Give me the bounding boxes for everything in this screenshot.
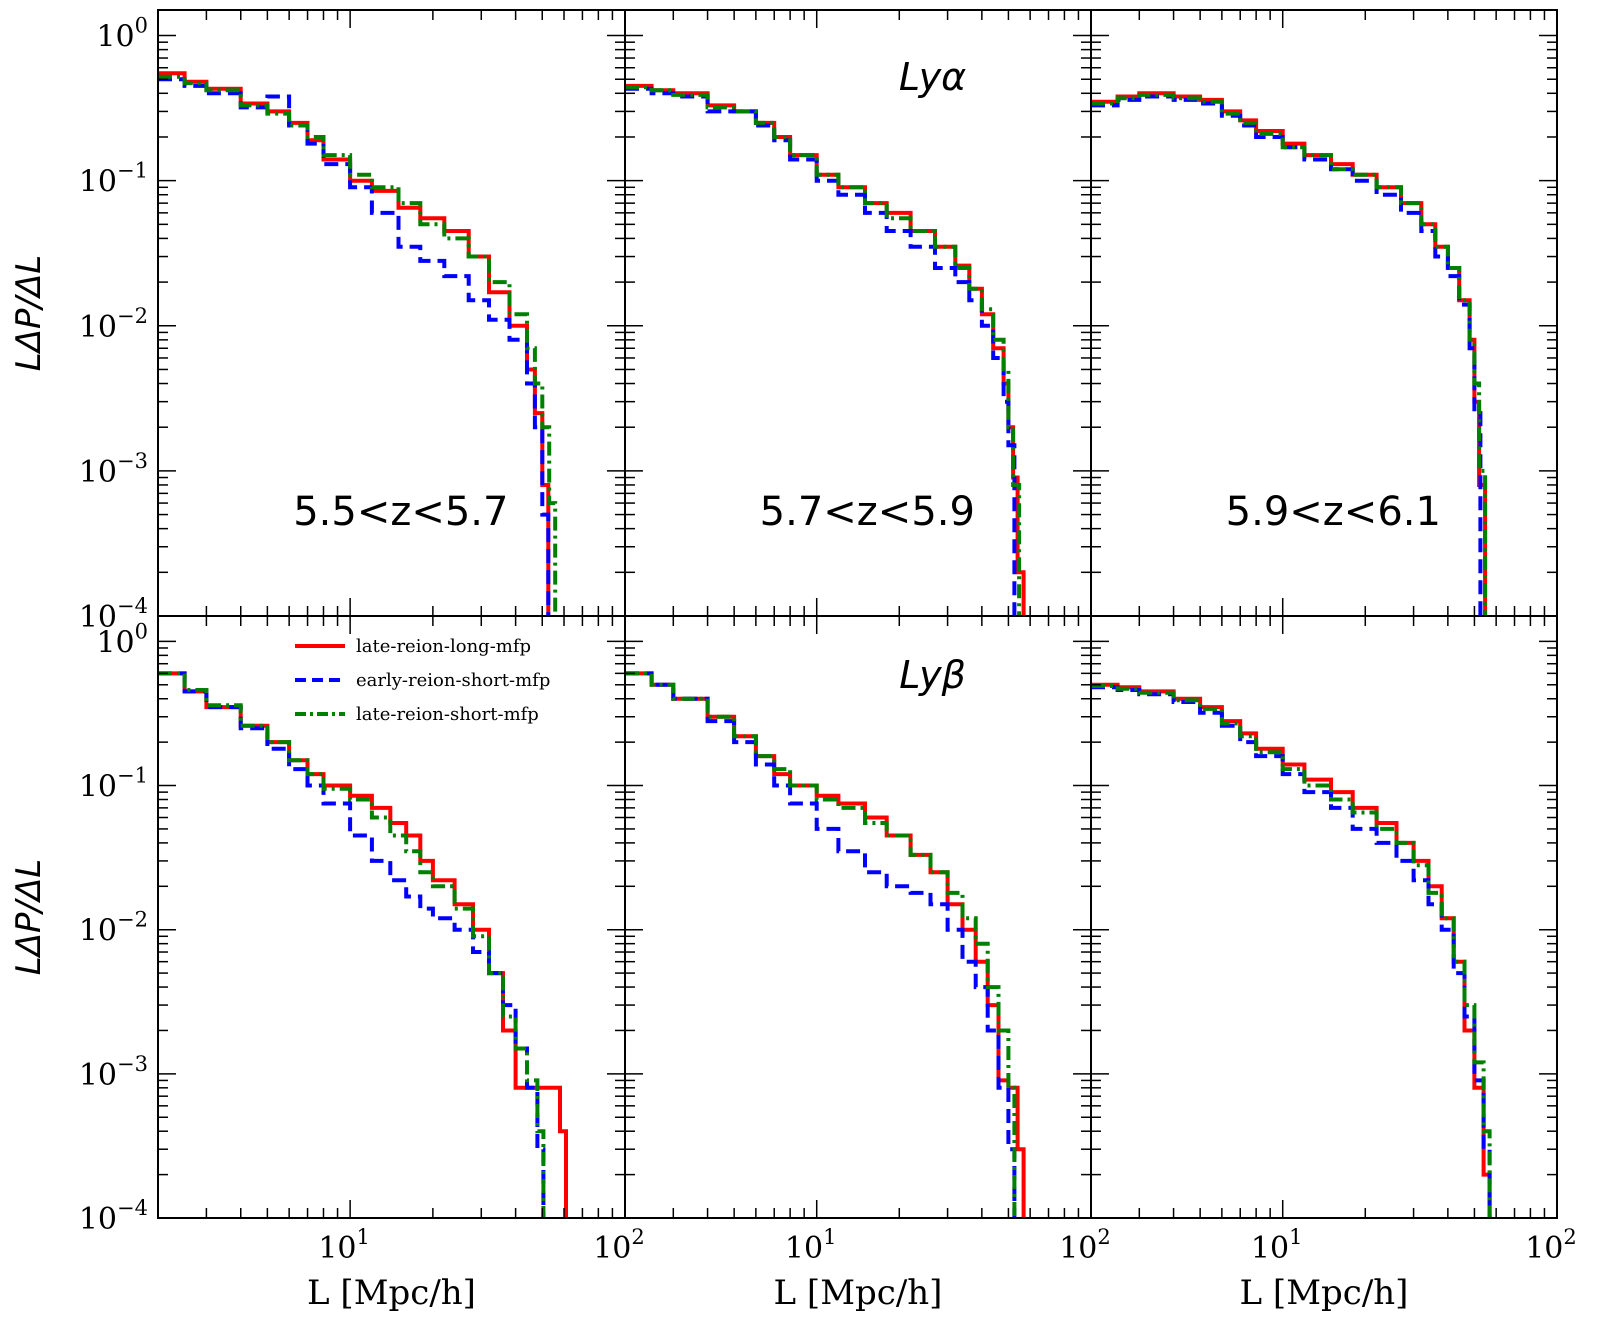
series-late-reion-short-mfp	[625, 671, 1017, 1218]
redshift-annotation: 5.7<z<5.9	[760, 489, 975, 535]
series-group	[158, 71, 558, 616]
y-tick-label: 10−1	[79, 159, 148, 200]
ticks	[624, 616, 1092, 1219]
series-late-reion-short-mfp	[158, 671, 546, 1218]
redshift-annotation: 5.5<z<5.7	[293, 489, 508, 535]
series-late-reion-short-mfp	[158, 74, 558, 616]
y-tick-label: 10−1	[79, 764, 148, 805]
series-group	[1091, 91, 1488, 616]
x-axis-label: L [Mpc/h]	[307, 1273, 476, 1313]
y-tick-label: 10−2	[79, 908, 148, 949]
panel-1-1: 101 102 L [Mpc/h] Lyβ	[624, 615, 1111, 1313]
series-late-reion-short-mfp	[1091, 92, 1488, 616]
x-tick-label: 101	[318, 1225, 370, 1266]
series-late-reion-short-mfp	[1091, 684, 1492, 1218]
legend: late-reion-long-mfp early-reion-short-mfp…	[295, 636, 550, 725]
series-early-reion-short-mfp	[158, 77, 551, 616]
series-group	[1091, 682, 1492, 1218]
redshift-annotation: 5.9<z<6.1	[1226, 489, 1441, 535]
ticks	[157, 616, 626, 1219]
y-tick-label: 10−4	[79, 1196, 148, 1237]
x-tick-label: 102	[1059, 1225, 1111, 1266]
x-tick-label: 102	[1525, 1225, 1577, 1266]
series-group	[625, 83, 1026, 616]
y-axis-label: LΔP/ΔL	[9, 859, 49, 975]
panel-0-2: 5.9<z<6.1	[1090, 9, 1558, 617]
panel-frame	[624, 615, 1092, 1219]
x-tick-label: 101	[785, 1225, 837, 1266]
ticks	[157, 10, 626, 617]
panel-frame	[1090, 615, 1558, 1219]
series-late-reion-long-mfp	[158, 71, 551, 616]
series-late-reion-long-mfp	[625, 83, 1026, 616]
y-tick-label: 10−3	[79, 449, 148, 490]
x-axis-label: L [Mpc/h]	[1240, 1273, 1409, 1313]
series-late-reion-long-mfp	[1091, 682, 1492, 1218]
series-early-reion-short-mfp	[625, 671, 1017, 1218]
panel-0-1: 5.7<z<5.9 Lyα	[624, 9, 1092, 617]
series-early-reion-short-mfp	[1091, 94, 1483, 616]
series-late-reion-long-mfp	[1091, 91, 1488, 616]
y-tick-label: 10−3	[79, 1052, 148, 1093]
x-tick-label: 102	[593, 1225, 645, 1266]
y-tick-label: 10−2	[79, 304, 148, 345]
line-label: Lyα	[899, 55, 966, 99]
y-tick-label: 100	[96, 619, 148, 660]
y-axis-label: LΔP/ΔL	[9, 255, 49, 371]
x-tick-label: 101	[1251, 1225, 1303, 1266]
series-early-reion-short-mfp	[158, 671, 546, 1218]
series-late-reion-long-mfp	[158, 671, 568, 1218]
ticks	[1090, 616, 1558, 1219]
y-tick-label: 100	[96, 14, 148, 55]
panel-0-0: 10−4 10−3 10−2 10−1 100 LΔP/ΔL 5.5<z<5.7	[9, 9, 626, 635]
legend-label: late-reion-long-mfp	[356, 636, 531, 657]
legend-label: late-reion-short-mfp	[356, 704, 539, 725]
y-tick-label: 10−4	[79, 594, 148, 635]
ticks	[1090, 10, 1558, 617]
panel-1-0: 10−4 10−3 10−2 10−1 100 101 102 L [Mpc/h] LΔP/ΔL…	[9, 615, 645, 1313]
series-group	[625, 671, 1026, 1218]
series-group	[158, 671, 568, 1218]
x-axis-label: L [Mpc/h]	[774, 1273, 943, 1313]
series-early-reion-short-mfp	[625, 86, 1017, 616]
line-label: Lyβ	[899, 653, 966, 697]
series-late-reion-short-mfp	[625, 85, 1022, 616]
panel-1-2: 101 102 L [Mpc/h]	[1090, 615, 1577, 1313]
legend-label: early-reion-short-mfp	[356, 670, 550, 691]
